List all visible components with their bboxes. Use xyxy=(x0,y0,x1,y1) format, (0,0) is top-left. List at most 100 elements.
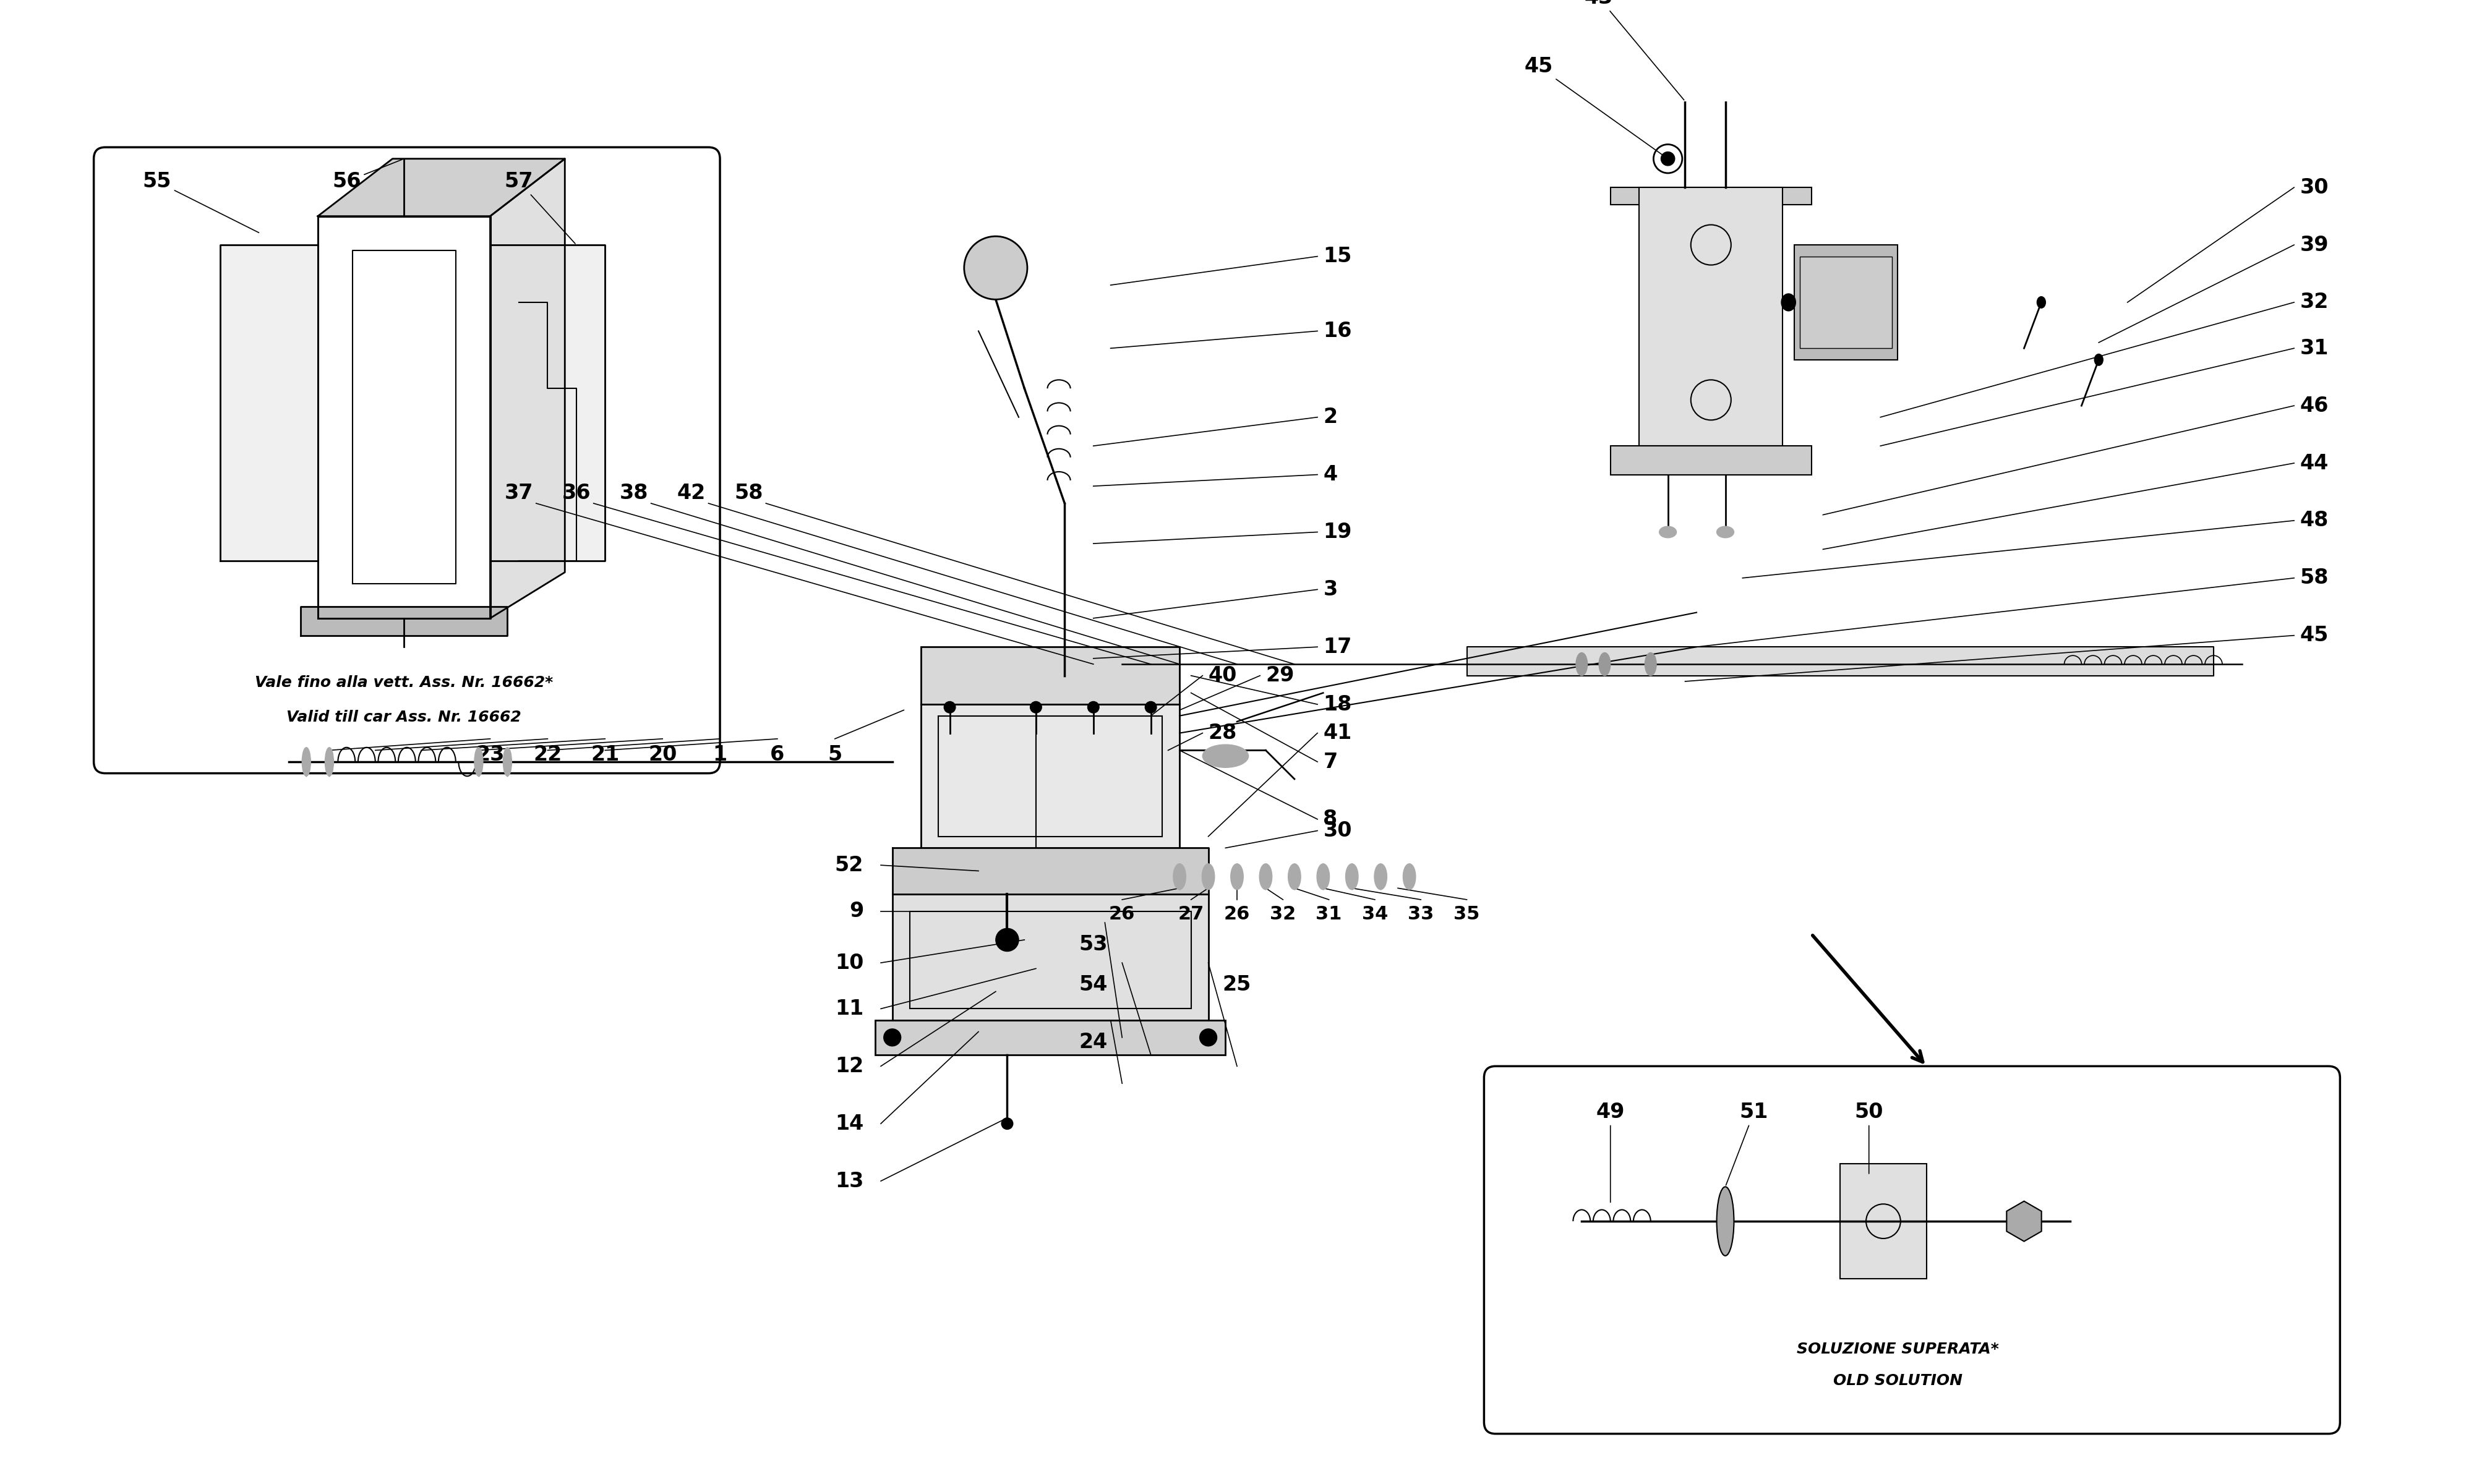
Polygon shape xyxy=(893,893,1207,1020)
Text: 51: 51 xyxy=(1727,1101,1769,1186)
Ellipse shape xyxy=(1576,653,1588,675)
Text: 9: 9 xyxy=(849,901,863,922)
Text: 44: 44 xyxy=(2301,453,2328,473)
Ellipse shape xyxy=(502,748,512,776)
Text: 18: 18 xyxy=(1324,695,1351,715)
Text: 23: 23 xyxy=(475,745,505,764)
Text: 15: 15 xyxy=(1324,246,1351,267)
Polygon shape xyxy=(920,705,1180,847)
Text: 5: 5 xyxy=(829,745,841,764)
FancyBboxPatch shape xyxy=(920,647,1180,705)
Text: 13: 13 xyxy=(834,1171,863,1192)
Text: 53: 53 xyxy=(1079,933,1108,954)
Text: 40: 40 xyxy=(1207,665,1237,686)
Text: 37: 37 xyxy=(505,482,534,503)
Ellipse shape xyxy=(1316,864,1329,889)
Text: 2: 2 xyxy=(1324,407,1338,427)
Text: 45: 45 xyxy=(2301,625,2328,646)
Ellipse shape xyxy=(2036,297,2046,309)
Polygon shape xyxy=(490,245,606,561)
Text: 49: 49 xyxy=(1596,1101,1625,1202)
Text: 6: 6 xyxy=(769,745,784,764)
Text: 31: 31 xyxy=(2301,338,2328,359)
Bar xyxy=(1611,445,1811,475)
Text: 58: 58 xyxy=(2301,568,2328,588)
Bar xyxy=(1611,187,1811,205)
Ellipse shape xyxy=(1781,294,1796,312)
Polygon shape xyxy=(317,159,564,217)
Bar xyxy=(910,911,1190,1009)
Bar xyxy=(1801,257,1893,349)
Ellipse shape xyxy=(1202,745,1249,767)
Text: 55: 55 xyxy=(143,171,260,233)
Circle shape xyxy=(1145,702,1155,712)
Circle shape xyxy=(1660,151,1675,166)
Text: 57: 57 xyxy=(505,171,574,243)
Text: 42: 42 xyxy=(678,482,705,503)
Text: 24: 24 xyxy=(1079,1031,1108,1052)
Text: SOLUZIONE SUPERATA*: SOLUZIONE SUPERATA* xyxy=(1796,1342,1999,1356)
Circle shape xyxy=(883,1028,901,1046)
Circle shape xyxy=(965,236,1027,300)
Text: 3: 3 xyxy=(1324,579,1338,600)
Text: 29: 29 xyxy=(1267,665,1294,686)
Text: 4: 4 xyxy=(1324,464,1338,485)
Circle shape xyxy=(1002,1117,1012,1129)
Circle shape xyxy=(1029,702,1042,712)
Ellipse shape xyxy=(1645,653,1658,675)
Circle shape xyxy=(945,702,955,712)
Ellipse shape xyxy=(1403,864,1415,889)
Ellipse shape xyxy=(302,748,312,776)
Text: 11: 11 xyxy=(836,999,863,1020)
Text: OLD SOLUTION: OLD SOLUTION xyxy=(1833,1373,1962,1388)
Ellipse shape xyxy=(1259,864,1272,889)
FancyBboxPatch shape xyxy=(1484,1066,2340,1434)
Polygon shape xyxy=(893,847,1207,893)
Text: 14: 14 xyxy=(836,1113,863,1134)
Text: 8: 8 xyxy=(1324,809,1338,830)
Ellipse shape xyxy=(2095,355,2103,365)
Text: Valid till car Ass. Nr. 16662: Valid till car Ass. Nr. 16662 xyxy=(287,709,522,724)
Ellipse shape xyxy=(324,748,334,776)
Ellipse shape xyxy=(1346,864,1358,889)
Polygon shape xyxy=(317,217,490,619)
Circle shape xyxy=(1677,64,1695,82)
Bar xyxy=(1841,1163,1927,1279)
Text: 34: 34 xyxy=(1361,905,1388,923)
Text: 32: 32 xyxy=(2301,292,2328,313)
Text: 58: 58 xyxy=(735,482,762,503)
Circle shape xyxy=(995,929,1019,951)
Circle shape xyxy=(1717,36,1734,52)
Circle shape xyxy=(1089,702,1098,712)
Text: 41: 41 xyxy=(1324,723,1351,743)
Ellipse shape xyxy=(1173,864,1185,889)
Bar xyxy=(1640,187,1784,445)
Ellipse shape xyxy=(475,748,482,776)
Text: 12: 12 xyxy=(836,1057,863,1076)
Ellipse shape xyxy=(1202,864,1215,889)
Ellipse shape xyxy=(1598,653,1611,675)
Polygon shape xyxy=(220,245,317,561)
Polygon shape xyxy=(299,607,507,635)
Text: 52: 52 xyxy=(834,855,863,876)
Bar xyxy=(938,715,1163,837)
Ellipse shape xyxy=(1230,864,1244,889)
Text: 22: 22 xyxy=(534,745,562,764)
Text: 39: 39 xyxy=(2301,234,2328,255)
Text: 56: 56 xyxy=(332,159,403,191)
Text: 28: 28 xyxy=(1207,723,1237,743)
Text: 19: 19 xyxy=(1324,522,1351,542)
Text: 30: 30 xyxy=(1324,821,1351,841)
Text: 21: 21 xyxy=(591,745,618,764)
Text: 26: 26 xyxy=(1108,905,1136,923)
Ellipse shape xyxy=(1717,1187,1734,1255)
Text: 17: 17 xyxy=(1324,637,1351,657)
Text: 48: 48 xyxy=(2301,510,2328,531)
Text: 16: 16 xyxy=(1324,321,1351,341)
Circle shape xyxy=(1200,1028,1217,1046)
Text: 45: 45 xyxy=(1524,56,1667,157)
Text: 10: 10 xyxy=(834,953,863,974)
Text: 20: 20 xyxy=(648,745,678,764)
Bar xyxy=(1794,245,1898,359)
Text: 46: 46 xyxy=(2301,396,2328,416)
